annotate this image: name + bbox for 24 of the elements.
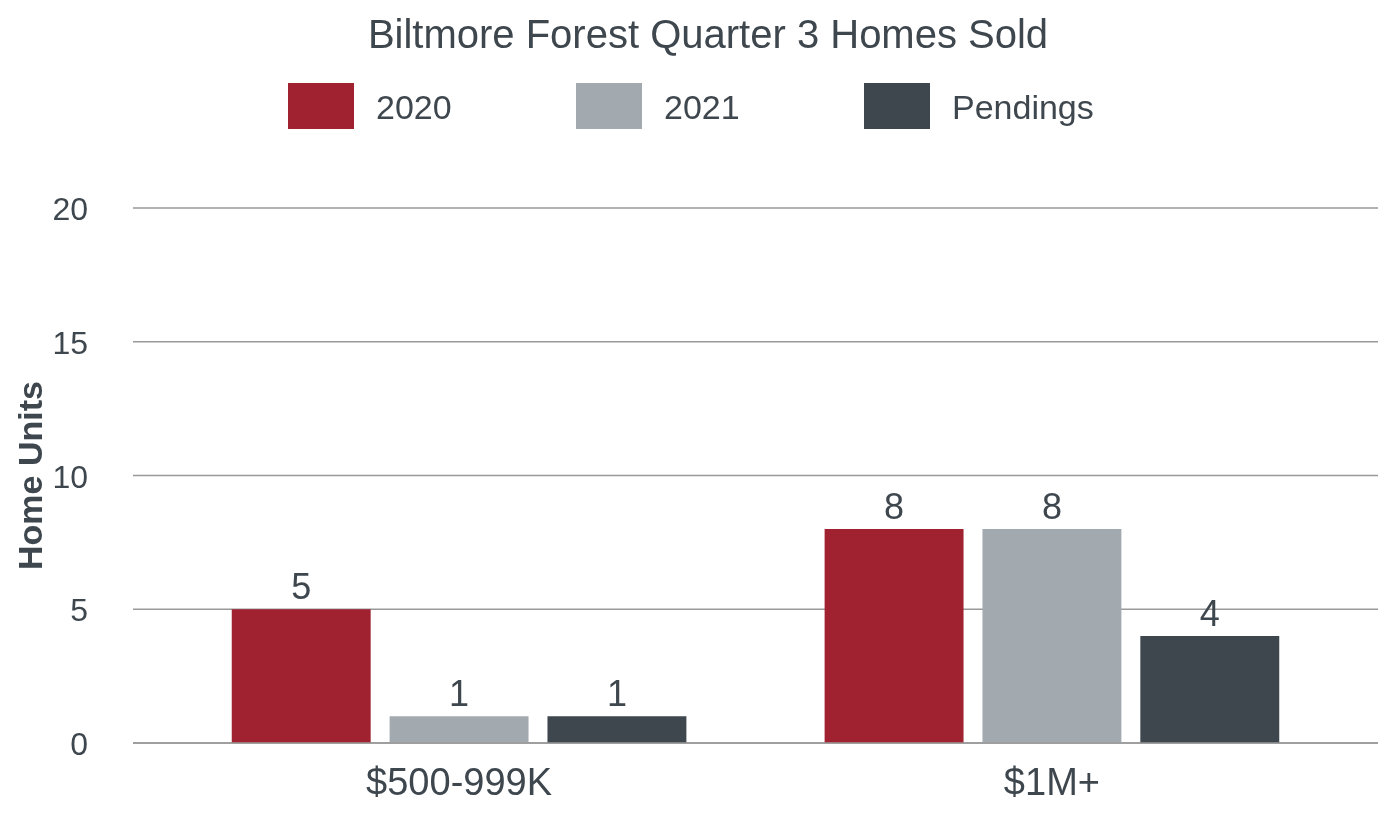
bar (982, 529, 1122, 743)
data-label: 5 (291, 566, 312, 608)
data-label: 1 (606, 673, 627, 715)
chart-title: Biltmore Forest Quarter 3 Homes Sold (367, 12, 1049, 56)
x-tick-label: $500-999K (366, 761, 553, 803)
data-label: 8 (884, 486, 905, 527)
x-tick-label: $1M+ (1003, 761, 1100, 803)
bar (389, 716, 529, 743)
legend-label: 2020 (376, 88, 452, 126)
bar (824, 529, 964, 743)
y-tick-label: 20 (52, 191, 88, 227)
legend-label: 2021 (664, 88, 740, 126)
y-tick-label: 5 (70, 592, 88, 629)
legend-label: Pendings (952, 88, 1094, 126)
bar (1140, 636, 1280, 743)
bar (547, 716, 687, 743)
y-tick-label: 0 (70, 726, 88, 762)
y-tick-label: 15 (52, 324, 88, 361)
y-tick-label: 10 (52, 458, 88, 495)
data-label: 8 (1041, 486, 1062, 527)
data-label: 1 (449, 673, 470, 715)
data-label: 4 (1199, 593, 1220, 634)
bar (231, 609, 371, 743)
y-axis-title: Home Units (11, 381, 49, 570)
